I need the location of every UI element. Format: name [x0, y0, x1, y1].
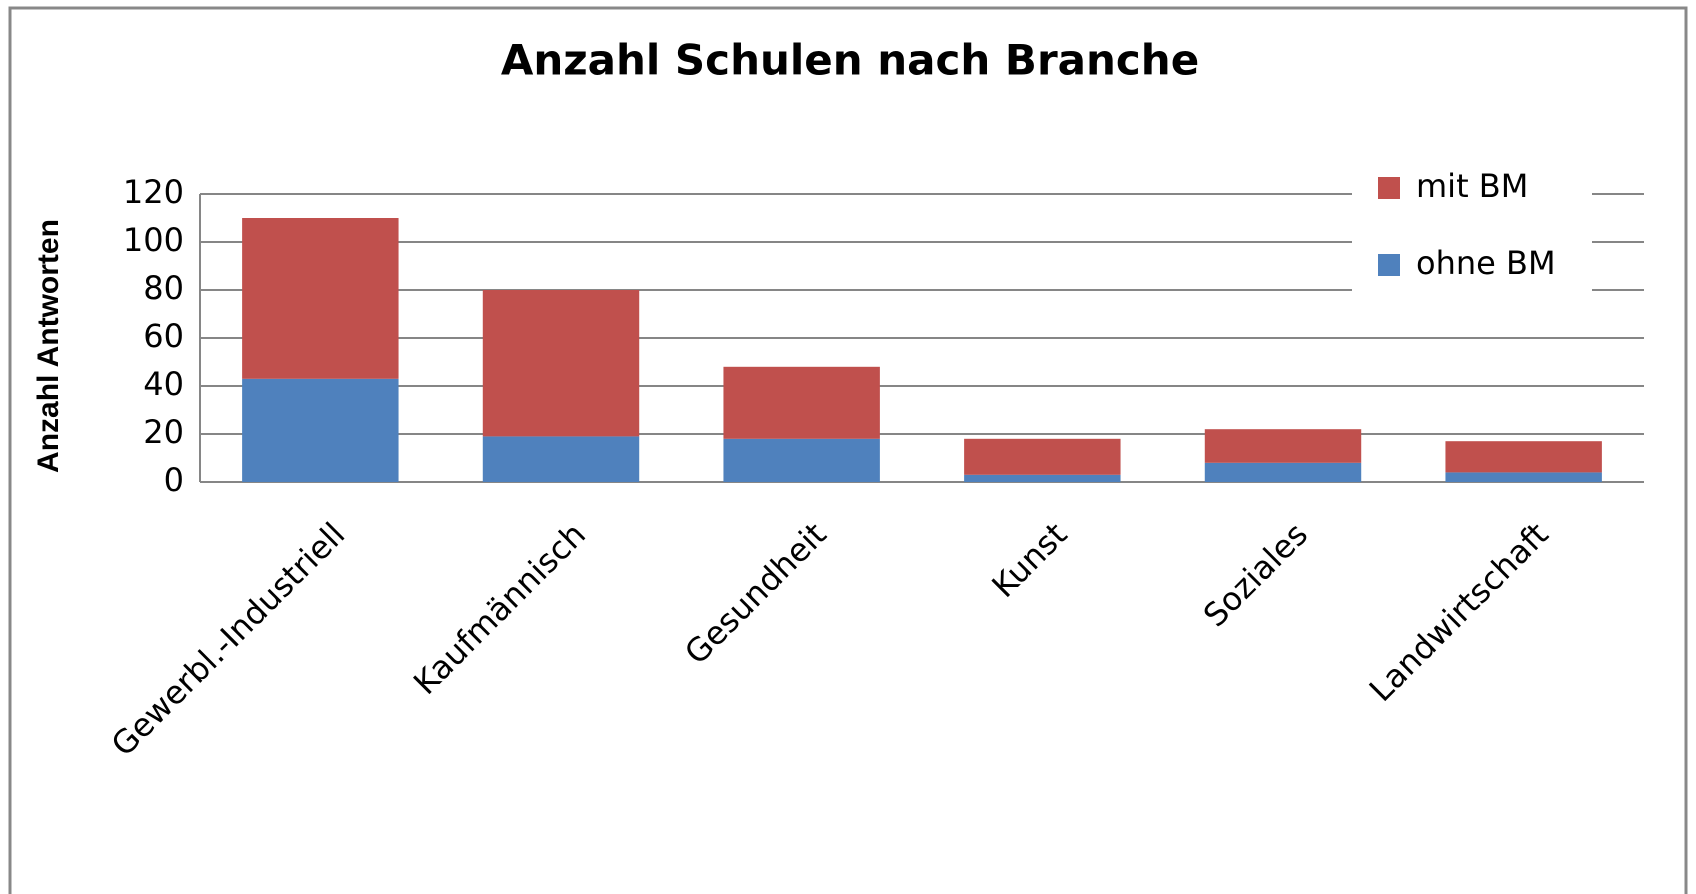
y-tick-label: 100	[123, 221, 184, 259]
bar-segment	[723, 366, 880, 439]
bar-segment	[242, 378, 399, 482]
y-tick-label: 0	[164, 461, 184, 499]
y-tick-label: 120	[123, 173, 184, 211]
legend-swatch	[1378, 254, 1400, 276]
chart-title: Anzahl Schulen nach Branche	[501, 36, 1199, 85]
bar-segment	[1445, 441, 1602, 473]
bar-segment	[723, 438, 880, 482]
bar-segment	[964, 438, 1121, 475]
y-tick-label: 40	[143, 365, 184, 403]
y-tick-label: 20	[143, 413, 184, 451]
y-tick-label: 60	[143, 317, 184, 355]
y-tick-label: 80	[143, 269, 184, 307]
y-axis-title: Anzahl Antworten	[32, 219, 65, 473]
bar-segment	[1204, 429, 1362, 463]
legend-label: mit BM	[1416, 167, 1528, 205]
legend-label: ohne BM	[1416, 244, 1556, 282]
bar-segment	[482, 436, 640, 482]
bar-segment	[242, 218, 399, 379]
legend-swatch	[1378, 177, 1400, 199]
bar-segment	[1204, 462, 1362, 482]
bar-segment	[964, 474, 1121, 482]
bar-segment	[1445, 472, 1602, 482]
bar-segment	[482, 290, 640, 437]
